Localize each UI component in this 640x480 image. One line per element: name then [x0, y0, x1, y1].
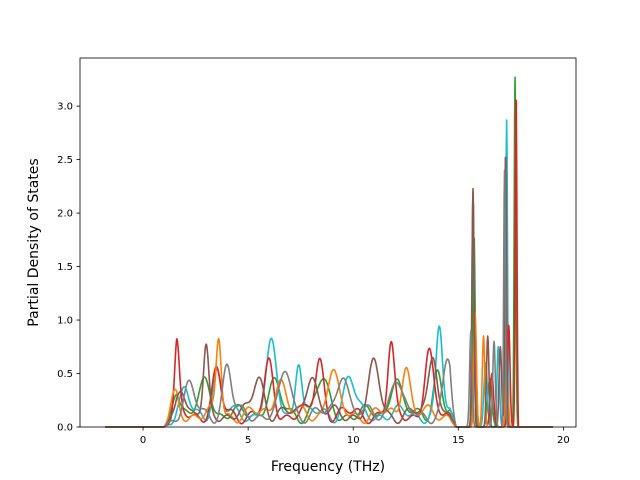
plot-frame [79, 57, 577, 428]
y-axis-label: Partial Density of States [26, 158, 42, 326]
x-tick-label: 15 [452, 435, 465, 446]
x-tick-label: 5 [245, 435, 251, 446]
y-tick-label: 1.0 [57, 316, 73, 327]
y-tick-label: 1.5 [57, 262, 73, 273]
x-tick-label: 0 [140, 435, 146, 446]
y-tick-label: 2.0 [57, 209, 73, 220]
y-tick-label: 2.5 [57, 155, 73, 166]
x-tick-label: 10 [347, 435, 360, 446]
pdos-series-line [104, 311, 554, 428]
y-tick-label: 0.5 [57, 369, 73, 380]
y-tick-label: 0.0 [57, 423, 73, 434]
x-tick-label: 20 [557, 435, 570, 446]
y-tick-label: 3.0 [57, 102, 73, 113]
x-axis-label: Frequency (THz) [271, 459, 385, 475]
ticks-layer: 0 5 10 15 20 0.0 0.5 1.0 1.5 2.0 2.5 3.0 [57, 102, 570, 446]
